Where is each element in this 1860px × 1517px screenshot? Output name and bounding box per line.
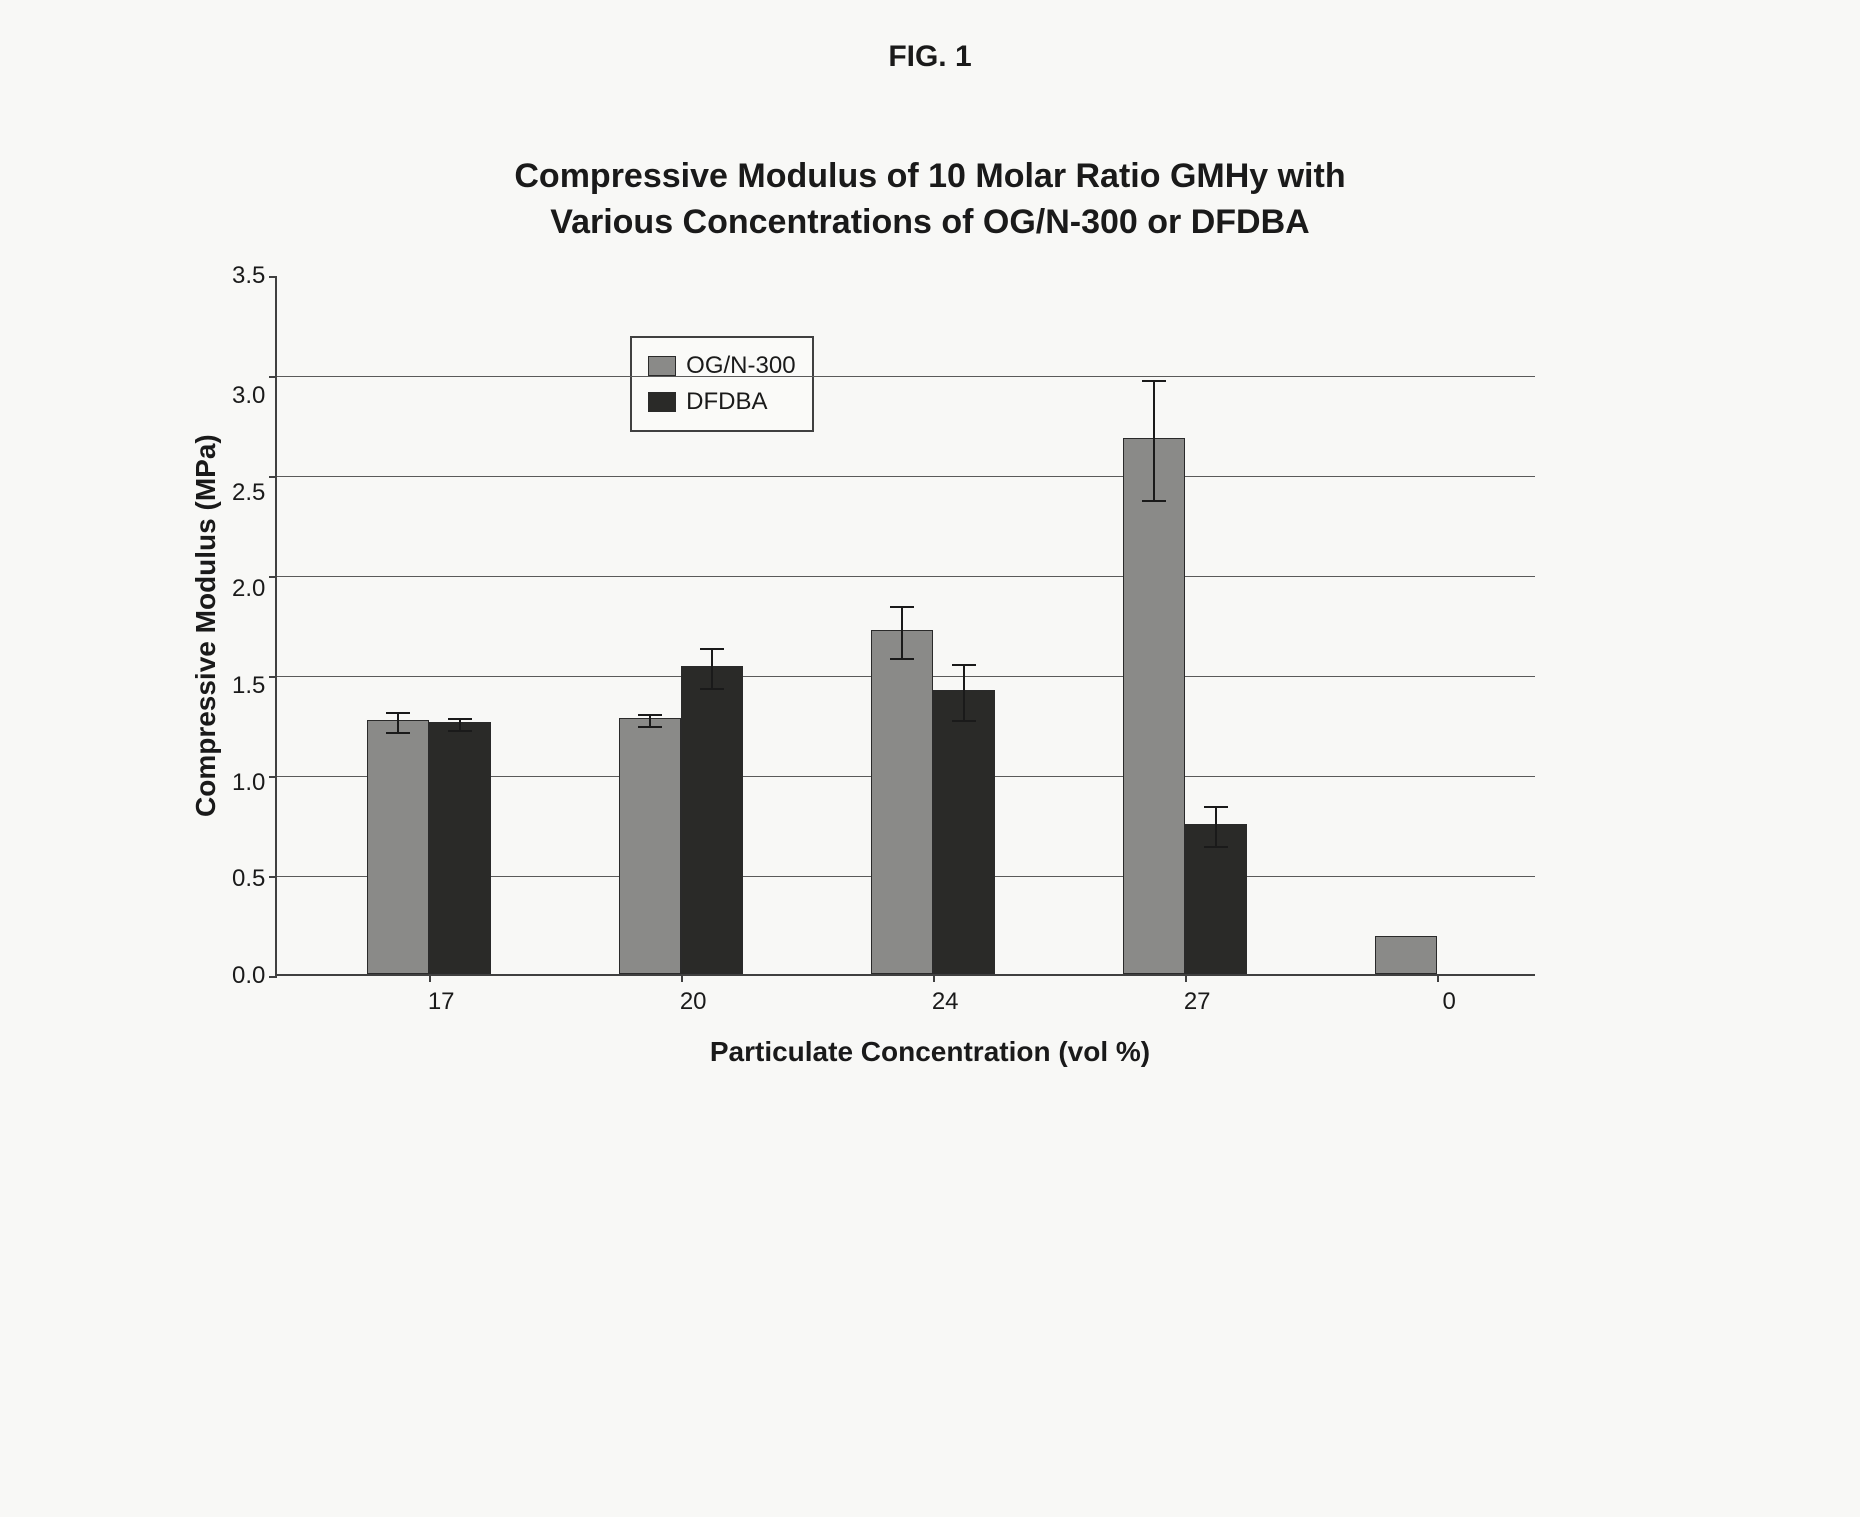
y-tick-mark (269, 676, 277, 678)
x-tick-label: 27 (1184, 988, 1211, 1016)
error-bar (1215, 806, 1217, 846)
x-axis-label: Particulate Concentration (vol %) (180, 1036, 1680, 1068)
error-cap (638, 714, 662, 716)
plot-area: OG/N-300 DFDBA (275, 276, 1535, 976)
error-cap (700, 688, 724, 690)
y-tick-label: 2.5 (232, 481, 265, 505)
y-tick-label: 2.0 (232, 577, 265, 601)
error-cap (890, 658, 914, 660)
y-axis-ticks: 3.53.02.52.01.51.00.50.0 (232, 276, 275, 976)
error-bar (711, 648, 713, 688)
error-cap (448, 718, 472, 720)
bar-og-n-300 (1123, 438, 1185, 974)
legend-swatch (648, 356, 676, 376)
chart-container: Compressive Modulus of 10 Molar Ratio GM… (180, 154, 1680, 1068)
error-bar (901, 606, 903, 658)
y-tick-label: 1.5 (232, 674, 265, 698)
legend-item: OG/N-300 (648, 348, 795, 384)
y-tick-mark (269, 976, 277, 978)
legend-item: DFDBA (648, 384, 795, 420)
error-bar (963, 664, 965, 720)
error-cap (952, 720, 976, 722)
x-tick-label: 0 (1443, 988, 1456, 1016)
error-cap (1204, 846, 1228, 848)
x-tick-label: 17 (428, 988, 455, 1016)
bar-dfdba (681, 666, 743, 974)
y-tick-mark (269, 376, 277, 378)
y-tick-label: 3.5 (232, 264, 265, 288)
bar-dfdba (429, 722, 491, 974)
error-bar (397, 712, 399, 732)
y-tick-label: 0.0 (232, 964, 265, 988)
error-cap (448, 730, 472, 732)
error-cap (386, 712, 410, 714)
legend-swatch (648, 392, 676, 412)
x-tick-label: 24 (932, 988, 959, 1016)
error-cap (700, 648, 724, 650)
spacer (180, 976, 220, 1016)
bar-og-n-300 (619, 718, 681, 974)
legend: OG/N-300 DFDBA (630, 336, 813, 432)
gridline (277, 576, 1535, 577)
error-cap (638, 726, 662, 728)
error-cap (1142, 380, 1166, 382)
error-cap (1142, 500, 1166, 502)
bar-dfdba (933, 690, 995, 974)
chart-title: Compressive Modulus of 10 Molar Ratio GM… (180, 154, 1680, 246)
y-tick-mark (269, 776, 277, 778)
x-axis-ticks: 17 20 24 27 0 (290, 976, 1550, 1016)
y-axis-label: Compressive Modulus (MPa) (180, 276, 232, 976)
figure-label: FIG. 1 (40, 40, 1820, 74)
bar-og-n-300 (367, 720, 429, 974)
error-cap (1204, 806, 1228, 808)
chart-title-line1: Compressive Modulus of 10 Molar Ratio GM… (514, 157, 1345, 195)
x-tick-label: 20 (680, 988, 707, 1016)
y-tick-label: 0.5 (232, 867, 265, 891)
error-cap (890, 606, 914, 608)
chart-title-line2: Various Concentrations of OG/N-300 or DF… (550, 203, 1309, 241)
gridline (277, 376, 1535, 377)
bar-og-n-300 (1375, 936, 1437, 974)
bar-og-n-300 (871, 630, 933, 974)
y-tick-mark (269, 276, 277, 278)
error-cap (386, 732, 410, 734)
error-cap (952, 664, 976, 666)
y-tick-mark (269, 576, 277, 578)
gridline (277, 476, 1535, 477)
y-tick-label: 3.0 (232, 384, 265, 408)
y-tick-mark (269, 876, 277, 878)
legend-label: DFDBA (686, 388, 767, 416)
y-tick-label: 1.0 (232, 771, 265, 795)
error-bar (1153, 380, 1155, 500)
y-tick-mark (269, 476, 277, 478)
